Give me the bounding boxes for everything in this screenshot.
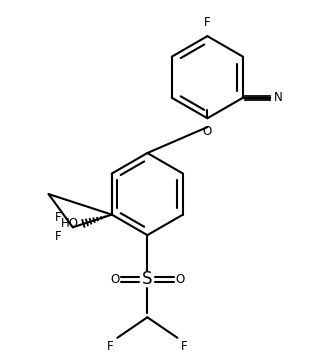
Text: O: O [175,273,184,286]
Text: O: O [110,273,120,286]
Text: S: S [142,270,153,288]
Text: F: F [55,230,62,243]
Text: F: F [107,340,114,353]
Text: N: N [274,91,283,104]
Text: HO: HO [60,217,79,230]
Text: O: O [203,125,212,138]
Text: F: F [204,16,211,29]
Text: F: F [55,211,62,224]
Text: F: F [181,340,188,353]
